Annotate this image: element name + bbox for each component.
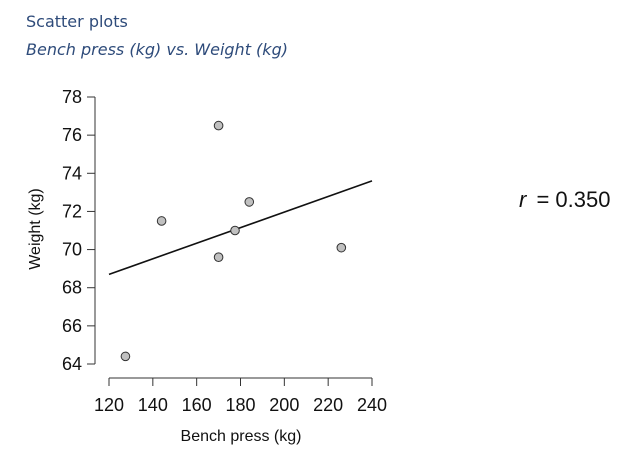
data-point	[213, 252, 224, 263]
y-axis: 64 66 68 70 72 74 76 78	[62, 87, 96, 374]
x-tick-label: 180	[225, 395, 255, 415]
x-tick-label: 140	[138, 395, 168, 415]
x-tick-label: 220	[313, 395, 343, 415]
data-point	[244, 197, 255, 207]
regression-line	[108, 180, 373, 276]
y-tick-label: 78	[62, 87, 82, 107]
r-value: = 0.350	[536, 187, 610, 212]
data-points	[120, 120, 347, 362]
y-tick-label: 76	[62, 125, 82, 145]
chart-subheading: Bench press (kg) vs. Weight (kg)	[26, 40, 288, 59]
x-tick-label: 240	[357, 395, 387, 415]
regression-line-group	[108, 180, 373, 276]
y-tick-label: 74	[62, 163, 82, 183]
data-point	[156, 216, 167, 226]
y-tick-label: 70	[62, 240, 82, 260]
data-point	[230, 225, 240, 236]
y-axis-title: Weight (kg)	[27, 188, 44, 270]
y-tick-label: 68	[62, 278, 82, 298]
y-tick-label: 72	[62, 201, 82, 221]
data-point	[120, 351, 131, 362]
correlation-annotation: r = 0.350	[519, 187, 610, 212]
x-tick-label: 200	[269, 395, 299, 415]
y-tick-label: 66	[62, 316, 82, 336]
x-tick-label: 160	[182, 395, 212, 415]
y-tick-label: 64	[62, 354, 82, 374]
page-heading: Scatter plots	[26, 12, 128, 31]
x-axis: 120 140 160 180 200 220 240	[94, 377, 387, 415]
x-axis-title: Bench press (kg)	[181, 428, 302, 445]
x-tick-label: 120	[94, 395, 124, 415]
r-symbol: r	[519, 187, 528, 212]
data-point	[336, 242, 347, 253]
data-point	[213, 120, 224, 131]
